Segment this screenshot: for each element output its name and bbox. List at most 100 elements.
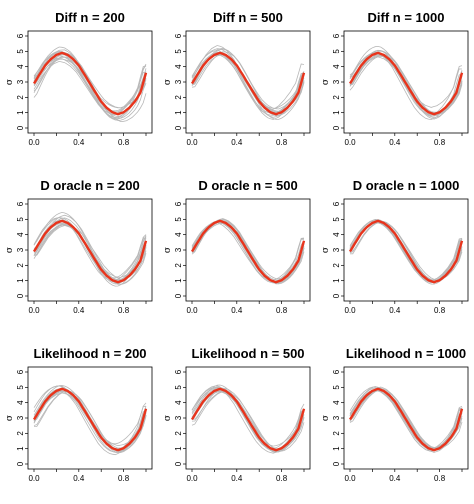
estimate-curve xyxy=(191,390,305,451)
x-tick-label: 0.0 xyxy=(344,306,356,315)
x-tick-label: 0.4 xyxy=(389,474,401,483)
x-tick-label: 0.8 xyxy=(276,138,288,147)
panel-title: D oracle n = 200 xyxy=(40,178,139,193)
true-curve xyxy=(32,51,148,116)
chart-svg: Diff n = 500 σ 0 1 2 3 4 5 6 0.0 0.4 0.8 xyxy=(163,10,311,147)
y-tick-label: 6 xyxy=(16,369,25,374)
panel-title: Likelihood n = 200 xyxy=(33,346,146,361)
y-tick-label: 5 xyxy=(174,385,183,390)
chart-panel: D oracle n = 1000 σ 0 1 2 3 4 5 6 0.0 0.4 0.8 xyxy=(316,168,474,336)
chart-panel: Diff n = 1000 σ 0 1 2 3 4 5 6 0.0 0.4 0.8 xyxy=(316,0,474,168)
y-tick-label: 6 xyxy=(174,369,183,374)
y-tick-label: 1 xyxy=(332,110,341,115)
panel-title: Diff n = 1000 xyxy=(368,10,445,25)
y-tick-label: 6 xyxy=(332,201,341,206)
y-tick-label: 0 xyxy=(332,293,341,298)
y-tick-label: 6 xyxy=(332,33,341,38)
chart-svg: Likelihood n = 200 σ 0 1 2 3 4 5 6 0.0 0.4 0.8 xyxy=(5,346,153,483)
y-tick-label: 2 xyxy=(16,431,25,436)
x-tick-label: 0.8 xyxy=(434,306,446,315)
chart-svg: Likelihood n = 500 σ 0 1 2 3 4 5 6 0.0 0.4 0.8 xyxy=(163,346,311,483)
y-axis-label: σ xyxy=(321,415,331,421)
chart-panel: Likelihood n = 500 σ 0 1 2 3 4 5 6 0.0 0.4 0.8 xyxy=(158,336,316,504)
chart-svg: Diff n = 1000 σ 0 1 2 3 4 5 6 0.0 0.4 0.8 xyxy=(321,10,469,147)
chart-svg: Likelihood n = 1000 σ 0 1 2 3 4 5 6 0.0 0.4 0.8 xyxy=(321,346,469,483)
true-curve xyxy=(348,51,464,116)
x-tick-label: 0.8 xyxy=(434,474,446,483)
y-tick-label: 2 xyxy=(332,431,341,436)
x-tick-label: 0.4 xyxy=(231,138,243,147)
y-tick-label: 0 xyxy=(16,461,25,466)
estimate-curve xyxy=(33,389,147,452)
estimate-curve xyxy=(191,51,305,117)
true-curve xyxy=(190,51,306,116)
y-axis-label: σ xyxy=(5,415,15,421)
y-tick-label: 5 xyxy=(16,217,25,222)
y-tick-label: 0 xyxy=(16,125,25,130)
y-tick-label: 3 xyxy=(332,247,341,252)
y-tick-label: 0 xyxy=(174,461,183,466)
x-tick-label: 0.8 xyxy=(276,306,288,315)
estimate-curve xyxy=(191,385,305,447)
chart-panel: Diff n = 500 σ 0 1 2 3 4 5 6 0.0 0.4 0.8 xyxy=(158,0,316,168)
y-tick-label: 4 xyxy=(16,400,25,405)
y-axis-label: σ xyxy=(163,247,173,253)
estimate-curve xyxy=(33,217,147,282)
y-tick-label: 2 xyxy=(16,95,25,100)
estimate-curve xyxy=(349,50,463,116)
y-tick-label: 6 xyxy=(174,201,183,206)
y-tick-label: 2 xyxy=(332,263,341,268)
y-tick-label: 6 xyxy=(16,33,25,38)
true-curve xyxy=(32,219,148,284)
chart-panel: Diff n = 200 σ 0 1 2 3 4 5 6 0.0 0.4 0.8 xyxy=(0,0,158,168)
y-tick-label: 2 xyxy=(332,95,341,100)
x-tick-label: 0.8 xyxy=(118,474,130,483)
x-tick-label: 0.8 xyxy=(118,138,130,147)
x-tick-label: 0.4 xyxy=(73,474,85,483)
chart-panel: D oracle n = 500 σ 0 1 2 3 4 5 6 0.0 0.4 0.8 xyxy=(158,168,316,336)
chart-panel: Likelihood n = 200 σ 0 1 2 3 4 5 6 0.0 0.4 0.8 xyxy=(0,336,158,504)
y-tick-label: 1 xyxy=(16,278,25,283)
y-tick-label: 0 xyxy=(174,293,183,298)
y-tick-label: 2 xyxy=(174,263,183,268)
y-tick-label: 1 xyxy=(174,278,183,283)
estimate-curve xyxy=(33,57,147,121)
x-tick-label: 0.4 xyxy=(389,306,401,315)
y-tick-label: 3 xyxy=(174,79,183,84)
y-tick-label: 3 xyxy=(332,79,341,84)
x-tick-label: 0.0 xyxy=(28,138,40,147)
true-curve xyxy=(348,219,464,284)
y-tick-label: 4 xyxy=(332,400,341,405)
x-tick-label: 0.0 xyxy=(344,138,356,147)
y-tick-label: 1 xyxy=(332,278,341,283)
chart-svg: Diff n = 200 σ 0 1 2 3 4 5 6 0.0 0.4 0.8 xyxy=(5,10,153,147)
panel-title: D oracle n = 500 xyxy=(198,178,297,193)
y-tick-label: 0 xyxy=(332,461,341,466)
x-tick-label: 0.0 xyxy=(186,306,198,315)
panel-title: Likelihood n = 1000 xyxy=(346,346,466,361)
y-tick-label: 5 xyxy=(174,217,183,222)
x-tick-label: 0.0 xyxy=(28,306,40,315)
y-tick-label: 3 xyxy=(174,247,183,252)
y-axis-label: σ xyxy=(163,79,173,85)
y-tick-label: 0 xyxy=(174,125,183,130)
y-tick-label: 4 xyxy=(332,232,341,237)
panel-title: Diff n = 500 xyxy=(213,10,283,25)
chart-panel: Likelihood n = 1000 σ 0 1 2 3 4 5 6 0.0 0.4 0.8 xyxy=(316,336,474,504)
y-tick-label: 1 xyxy=(16,446,25,451)
panel-title: D oracle n = 1000 xyxy=(353,178,460,193)
y-tick-label: 5 xyxy=(332,385,341,390)
true-curve xyxy=(32,387,148,452)
x-tick-label: 0.8 xyxy=(434,138,446,147)
y-tick-label: 3 xyxy=(332,415,341,420)
y-axis-label: σ xyxy=(321,247,331,253)
y-tick-label: 4 xyxy=(174,232,183,237)
y-tick-label: 3 xyxy=(16,247,25,252)
y-tick-label: 1 xyxy=(174,110,183,115)
y-axis-label: σ xyxy=(163,415,173,421)
y-axis-label: σ xyxy=(5,247,15,253)
y-tick-label: 1 xyxy=(332,446,341,451)
panel-title: Likelihood n = 500 xyxy=(191,346,304,361)
estimate-curve xyxy=(349,387,463,451)
